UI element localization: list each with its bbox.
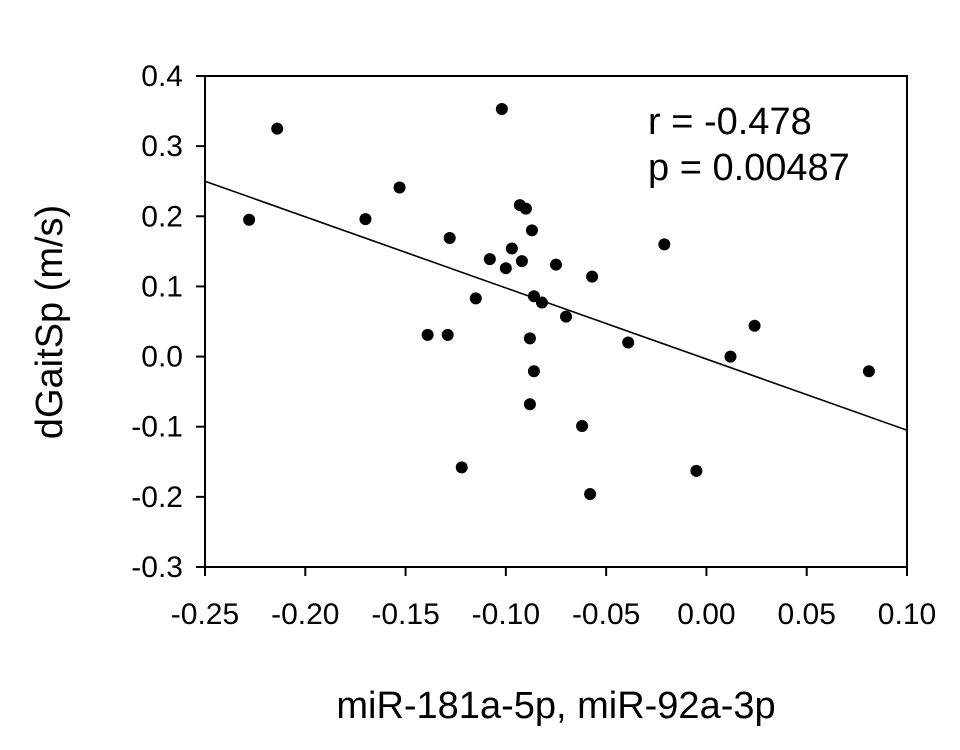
data-points	[243, 102, 875, 501]
x-axis-ticks: -0.25 -0.20 -0.15 -0.10 -0.05 0.00 0.05 0.10	[171, 567, 936, 631]
y-tick-label: -0.2	[131, 481, 183, 514]
data-point	[584, 488, 597, 501]
data-point	[658, 238, 671, 251]
data-point	[535, 296, 548, 309]
data-point	[525, 224, 538, 237]
data-point	[519, 202, 532, 215]
y-axis-title: dGaitSp (m/s)	[29, 205, 71, 439]
stat-r: r = -0.478	[648, 101, 812, 143]
data-point	[495, 102, 508, 115]
data-point	[499, 262, 512, 275]
x-tick-label: -0.05	[572, 598, 640, 631]
x-tick-label: -0.10	[472, 598, 540, 631]
data-point	[527, 290, 540, 303]
y-tick-label: 0.1	[141, 270, 183, 303]
plot-frame	[204, 75, 908, 568]
x-tick-label: -0.20	[271, 598, 339, 631]
regression-line	[204, 180, 908, 431]
data-point	[271, 122, 284, 135]
y-tick-label: -0.1	[131, 411, 183, 444]
y-tick-label: 0.4	[141, 60, 183, 93]
y-tick-label: 0.2	[141, 200, 183, 233]
data-point	[862, 365, 875, 378]
data-point	[550, 258, 562, 271]
data-point	[443, 232, 456, 245]
x-axis-title: miR-181a-5p, miR-92a-3p	[336, 685, 775, 727]
data-point	[523, 398, 536, 411]
data-point	[523, 332, 536, 345]
data-point	[622, 336, 635, 349]
stat-p: p = 0.00487	[648, 147, 850, 189]
data-point	[359, 213, 372, 226]
data-point	[724, 350, 737, 363]
data-point	[469, 292, 482, 305]
data-point	[455, 461, 468, 474]
data-point	[243, 213, 256, 226]
y-tick-label: -0.3	[131, 551, 183, 584]
data-point	[441, 328, 454, 341]
data-point	[483, 253, 496, 266]
data-point	[505, 242, 518, 255]
data-point	[527, 365, 540, 378]
y-tick-label: 0.0	[141, 341, 183, 374]
data-point	[393, 181, 406, 194]
y-tick-label: 0.3	[141, 130, 183, 163]
data-point	[748, 319, 761, 332]
data-point	[690, 464, 703, 477]
x-tick-label: 0.10	[878, 598, 936, 631]
data-point	[576, 420, 589, 433]
data-point	[560, 310, 573, 323]
x-tick-label: 0.05	[778, 598, 836, 631]
x-tick-label: -0.25	[171, 598, 239, 631]
x-tick-label: 0.00	[677, 598, 735, 631]
x-tick-label: -0.15	[371, 598, 439, 631]
data-point	[515, 255, 528, 268]
y-axis-ticks: 0.4 0.3 0.2 0.1 0.0 -0.1 -0.2 -0.3	[131, 60, 205, 584]
data-point	[421, 328, 434, 341]
data-point	[586, 270, 599, 283]
